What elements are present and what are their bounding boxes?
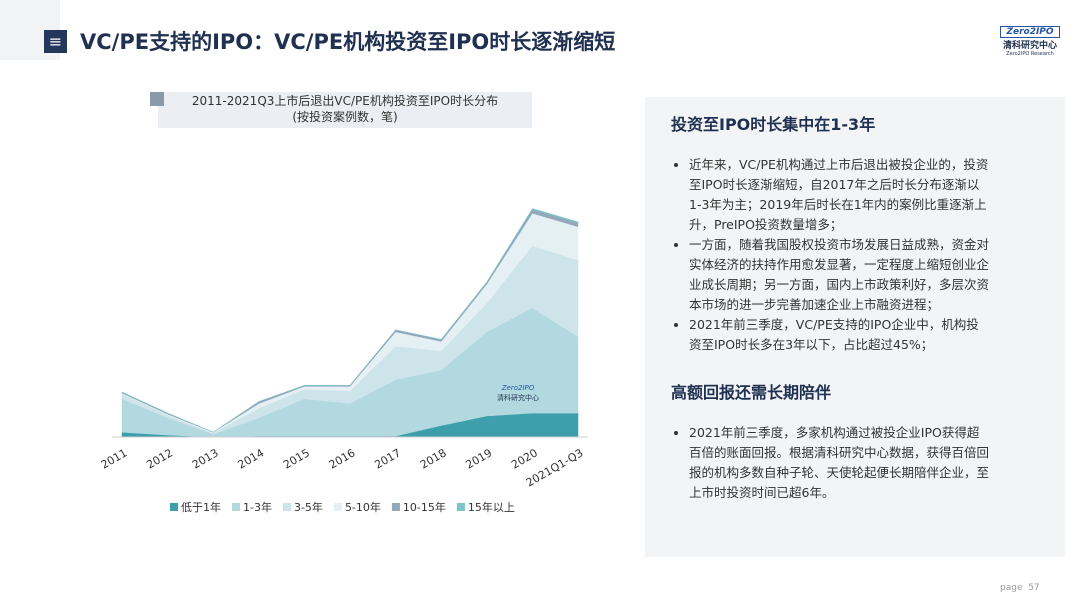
legend-swatch	[333, 503, 342, 511]
x-tick-label: 2011	[99, 446, 130, 471]
logo: Zero2IPO 清科研究中心 Zero2IPO Research	[1000, 26, 1060, 57]
legend-label: 15年以上	[468, 500, 515, 514]
menu-icon: ≡	[44, 30, 67, 53]
watermark-name: 清科研究中心	[497, 393, 539, 402]
x-tick-label: 2019	[464, 446, 495, 471]
legend-swatch	[232, 503, 240, 511]
x-tick-label: 2013	[190, 446, 221, 471]
x-tick-label: 2017	[372, 446, 403, 471]
page-number: page 57	[1000, 583, 1040, 593]
x-tick-label: 2012	[144, 446, 175, 471]
bullet: 2021年前三季度，多家机构通过被投企业IPO获得超百倍的账面回报。根据清科研究…	[689, 423, 989, 503]
legend-swatch	[282, 503, 291, 511]
legend-label: 1-3年	[243, 500, 272, 514]
chart-title-box	[158, 92, 532, 128]
legend-swatch	[391, 503, 400, 511]
x-tick-label: 2016	[327, 446, 358, 471]
legend-label: 5-10年	[345, 500, 381, 514]
chart-title: 2011-2021Q3上市后退出VC/PE机构投资至IPO时长分布	[192, 93, 498, 108]
x-tick-label: 2014	[236, 446, 267, 471]
bullet: 一方面，随着我国股权投资市场发展日益成熟，资金对实体经济的扶持作用愈发显著，一定…	[689, 235, 989, 315]
side-panel: 投资至IPO时长集中在1-3年近年来，VC/PE机构通过上市后退出被投企业的，投…	[645, 97, 1065, 557]
logo-sub: Zero2IPO Research	[1006, 51, 1054, 57]
section-heading: 高额回报还需长期陪伴	[671, 383, 832, 402]
bullet-list: 2021年前三季度，多家机构通过被投企业IPO获得超百倍的账面回报。根据清科研究…	[645, 423, 989, 503]
chart-subtitle: (按投资案例数，笔)	[292, 109, 397, 124]
bullet-list: 近年来，VC/PE机构通过上市后退出被投企业的，投资至IPO时长逐渐缩短，自20…	[645, 155, 989, 355]
watermark-mark: Zero2IPO	[501, 384, 535, 392]
bullet: 近年来，VC/PE机构通过上市后退出被投企业的，投资至IPO时长逐渐缩短，自20…	[689, 155, 989, 235]
logo-name: 清科研究中心	[1002, 41, 1057, 51]
legend-swatch	[170, 503, 178, 511]
chart-title-square	[150, 92, 164, 106]
legend-swatch	[456, 503, 465, 511]
section-heading: 投资至IPO时长集中在1-3年	[671, 115, 876, 134]
legend-label: 10-15年	[403, 500, 446, 514]
x-tick-label: 2018	[418, 446, 449, 471]
chart: 2011-2021Q3上市后退出VC/PE机构投资至IPO时长分布 (按投资案例…	[99, 92, 588, 514]
bullet: 2021年前三季度，VC/PE支持的IPO企业中，机构投资至IPO时长多在3年以…	[689, 315, 989, 355]
slide-title: VC/PE支持的IPO：VC/PE机构投资至IPO时长逐渐缩短	[80, 30, 616, 54]
logo-mark: Zero2IPO	[1000, 26, 1060, 38]
x-tick-label: 2015	[281, 446, 312, 471]
legend-label: 低于1年	[181, 500, 221, 514]
area	[121, 208, 579, 433]
legend-label: 3-5年	[294, 500, 323, 514]
x-tick-label: 2020	[509, 446, 540, 471]
